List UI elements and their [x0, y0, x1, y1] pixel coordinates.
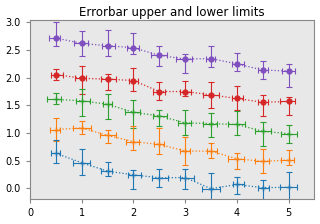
Title: Errorbar upper and lower limits: Errorbar upper and lower limits	[79, 6, 265, 19]
